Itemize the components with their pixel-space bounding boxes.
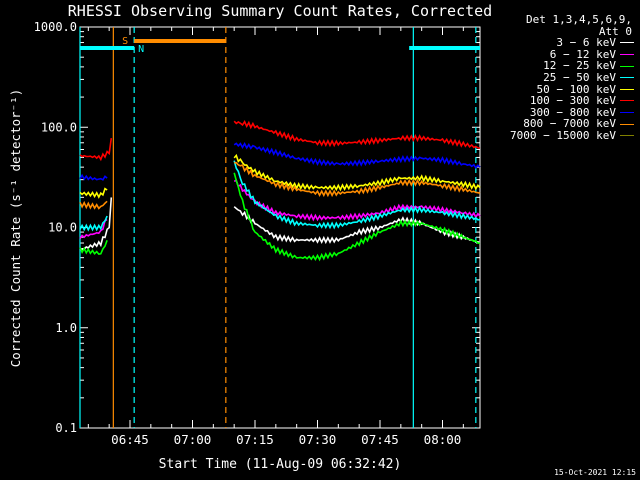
legend-swatch	[620, 88, 634, 90]
legend-swatch	[620, 65, 634, 67]
legend-swatch	[620, 100, 634, 102]
footer-timestamp: 15-Oct-2021 12:15	[554, 468, 636, 477]
y-tick-label: 10.0	[48, 221, 77, 235]
series-line	[79, 120, 481, 162]
x-tick-label: 07:00	[174, 432, 212, 447]
legend-entry-label: 7000 − 15000 keV	[510, 128, 616, 142]
legend-entry: 7000 − 15000 keV	[464, 130, 634, 142]
legend-entry: 6 − 12 keV	[464, 49, 634, 61]
flag-label: N	[138, 44, 144, 55]
legend-entry-label: 25 − 50 keV	[543, 70, 616, 84]
legend-header-line2: Att 0	[598, 24, 632, 38]
legend-entry-label: 100 − 300 keV	[529, 94, 616, 108]
plot-frame	[79, 26, 481, 429]
legend-swatch	[620, 54, 634, 56]
flag-label: S	[122, 36, 128, 47]
legend: Det 1,3,4,5,6,9, Att 0 3 − 6 keV 6 − 12 k…	[464, 14, 634, 142]
legend-entry-label: 800 − 7000 keV	[523, 117, 616, 131]
legend-swatch	[620, 42, 634, 44]
x-axis-label: Start Time (11-Aug-09 06:32:42)	[159, 457, 402, 472]
flag-bar	[80, 46, 135, 50]
x-tick-label: 07:15	[236, 432, 274, 447]
plot-marks: SN	[79, 27, 481, 428]
legend-entry-label: 50 − 100 keV	[536, 82, 616, 96]
legend-swatch	[620, 77, 634, 79]
series-line	[79, 153, 481, 199]
y-tick-label: 0.1	[55, 421, 77, 435]
legend-entry-label: 12 − 25 keV	[543, 59, 616, 73]
legend-header-line1: Det 1,3,4,5,6,9,	[526, 13, 632, 26]
series-line	[79, 142, 481, 181]
legend-entry-label: 300 − 800 keV	[529, 105, 616, 119]
legend-entry-label: 3 − 6 keV	[556, 36, 616, 50]
plot-axes: 0.1 1.0 10.0 100.0 1000.0 06:45 07:00 07:15 07:3…	[34, 20, 481, 447]
series-line	[79, 179, 481, 240]
legend-swatch	[620, 112, 634, 114]
series-line	[79, 172, 481, 262]
legend-entry: 50 − 100 keV	[464, 82, 634, 96]
series-line	[79, 160, 481, 232]
x-tick-label: 06:45	[111, 432, 149, 447]
legend-entry: 800 − 7000 keV	[464, 118, 634, 130]
flag-bar	[134, 39, 226, 43]
series-line	[79, 197, 481, 251]
legend-entry: 12 − 25 keV	[464, 60, 634, 72]
x-tick-label: 08:00	[424, 432, 462, 447]
y-tick-label: 1.0	[55, 321, 77, 335]
series-line	[79, 161, 481, 210]
x-tick-label: 07:30	[299, 432, 337, 447]
legend-swatch	[620, 135, 634, 137]
legend-entry: 300 − 800 keV	[464, 107, 634, 119]
legend-entry: 100 − 300 keV	[464, 95, 634, 107]
chart-title: RHESSI Observing Summary Count Rates, Co…	[68, 2, 492, 20]
legend-entry-label: 6 − 12 keV	[549, 47, 616, 61]
y-tick-label: 100.0	[41, 120, 77, 134]
legend-entry: 25 − 50 keV	[464, 72, 634, 84]
y-tick-label: 1000.0	[34, 20, 77, 34]
legend-entry: 3 − 6 keV	[464, 37, 634, 49]
x-tick-label: 07:45	[361, 432, 399, 447]
flag-bar	[409, 46, 480, 50]
y-axis-label: Corrected Count Rate (s⁻¹ detector⁻¹)	[8, 89, 23, 367]
legend-swatch	[620, 123, 634, 125]
